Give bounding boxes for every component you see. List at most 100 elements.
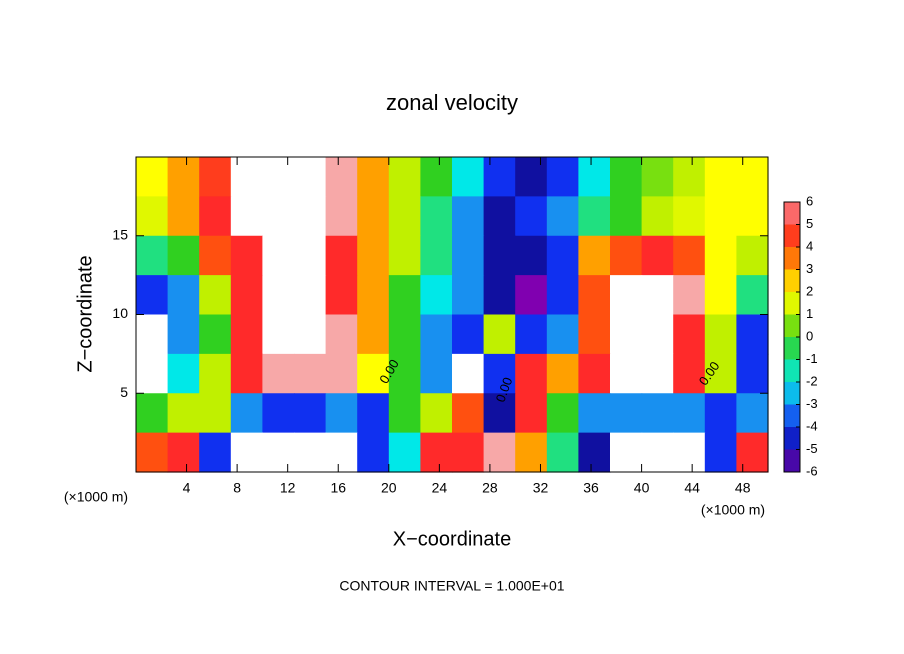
y-tick-label: 15 <box>112 226 128 242</box>
cell <box>167 157 200 197</box>
colorbar-label: -3 <box>806 396 818 411</box>
cell <box>641 235 674 276</box>
cell <box>136 157 169 197</box>
cell <box>452 314 485 355</box>
cell <box>136 235 169 276</box>
cell <box>641 314 674 355</box>
cell <box>673 432 706 473</box>
colorbar-label: 6 <box>806 193 813 208</box>
cell <box>483 314 516 355</box>
x-tick-label: 36 <box>583 480 599 496</box>
colorbar-segment <box>784 292 800 315</box>
x-tick-label: 16 <box>330 480 346 496</box>
colorbar-label: 5 <box>806 216 813 231</box>
cell <box>357 393 390 434</box>
cell <box>610 353 643 394</box>
cell <box>515 196 548 237</box>
cell <box>578 235 611 276</box>
cell <box>673 393 706 434</box>
colorbar-segment <box>784 404 800 428</box>
cell <box>578 353 611 394</box>
cell <box>230 314 263 355</box>
cell <box>610 314 643 355</box>
cell <box>452 196 485 237</box>
cell <box>452 275 485 316</box>
cell <box>704 275 737 316</box>
cell <box>578 196 611 237</box>
cell <box>420 393 453 434</box>
cell <box>420 196 453 237</box>
cell <box>546 235 579 276</box>
cell <box>610 275 643 316</box>
cell <box>230 353 263 394</box>
cell <box>483 275 516 316</box>
cell <box>294 393 327 434</box>
cell <box>578 157 611 197</box>
cell <box>736 314 769 355</box>
cell <box>704 196 737 237</box>
cell <box>294 314 327 355</box>
cell <box>167 235 200 276</box>
y-axis-label: Z−coordinate <box>74 255 96 372</box>
cell <box>262 393 295 434</box>
cell <box>420 235 453 276</box>
chart-title: zonal velocity <box>386 90 518 115</box>
y-tick-label: 10 <box>112 305 128 321</box>
cell <box>578 275 611 316</box>
cell <box>452 157 485 197</box>
cell <box>452 393 485 434</box>
x-tick-label: 8 <box>233 480 241 496</box>
cell <box>294 275 327 316</box>
colorbar-segment <box>784 382 800 405</box>
cell <box>357 196 390 237</box>
colorbar-segment <box>784 427 800 450</box>
x-tick-label: 48 <box>735 480 751 496</box>
cell <box>610 235 643 276</box>
cell <box>230 432 263 473</box>
cell <box>546 157 579 197</box>
cell <box>641 157 674 197</box>
cell <box>325 393 358 434</box>
cell <box>294 353 327 394</box>
x-tick-label: 40 <box>634 480 650 496</box>
cell <box>199 353 232 394</box>
cell <box>452 432 485 473</box>
colorbar-label: -6 <box>806 463 818 478</box>
cell <box>704 353 737 394</box>
cell <box>325 275 358 316</box>
cell <box>420 314 453 355</box>
cell <box>199 157 232 197</box>
cell <box>673 235 706 276</box>
colorbar-label: -5 <box>806 441 818 456</box>
cell <box>736 235 769 276</box>
cell <box>357 432 390 473</box>
cell <box>199 314 232 355</box>
colorbar-segment <box>784 449 800 473</box>
colorbar-segment <box>784 314 800 338</box>
cell <box>452 235 485 276</box>
x-tick-label: 12 <box>280 480 296 496</box>
cell <box>610 196 643 237</box>
cell <box>199 432 232 473</box>
cell <box>483 235 516 276</box>
cell <box>262 235 295 276</box>
colorbar-label: -1 <box>806 351 818 366</box>
cell <box>388 353 421 394</box>
cell <box>262 353 295 394</box>
cell <box>673 314 706 355</box>
cell <box>736 353 769 394</box>
cell <box>136 393 169 434</box>
cell <box>515 235 548 276</box>
cell <box>704 393 737 434</box>
cell <box>388 314 421 355</box>
cell <box>199 393 232 434</box>
cell <box>736 275 769 316</box>
cell <box>610 432 643 473</box>
x-tick-label: 28 <box>482 480 498 496</box>
cell <box>420 432 453 473</box>
cell <box>483 393 516 434</box>
cell <box>673 353 706 394</box>
cell <box>167 393 200 434</box>
cell <box>199 196 232 237</box>
cell <box>357 235 390 276</box>
